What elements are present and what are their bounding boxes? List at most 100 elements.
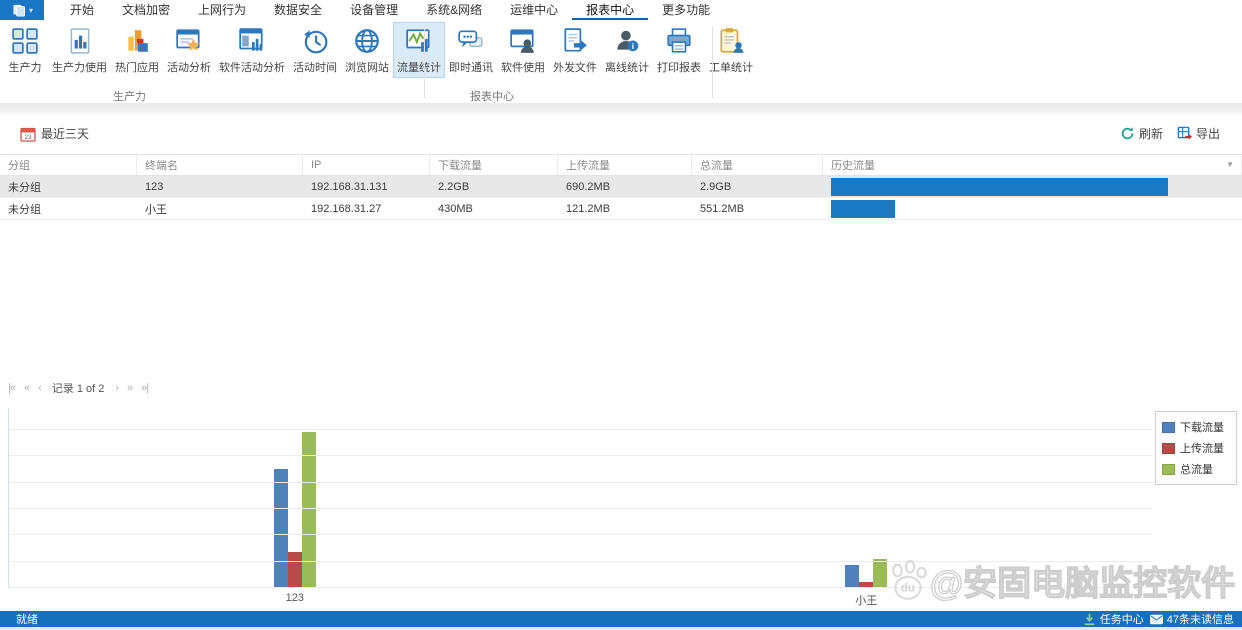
tab-system-network[interactable]: 系统&网络 <box>426 2 483 17</box>
ribbon-item-outgoing-files[interactable]: 外发文件 <box>549 22 601 78</box>
tab-start[interactable]: 开始 <box>70 2 95 17</box>
ribbon-item-productivity[interactable]: 生产力 <box>2 22 48 78</box>
ribbon-item-offline-stats[interactable]: i 离线统计 <box>601 22 653 78</box>
cell-group: 未分组 <box>8 203 41 216</box>
fast-next-page-button[interactable]: » <box>127 382 133 394</box>
date-filter-label: 最近三天 <box>41 127 90 141</box>
bottom-strip <box>0 627 1242 630</box>
legend-swatch-download <box>1162 421 1175 433</box>
history-bar <box>831 177 1169 196</box>
chart-bar-group <box>273 432 316 588</box>
chat-icon <box>456 26 486 56</box>
column-header-download[interactable]: 下载流量 <box>430 155 558 175</box>
chart-gridline <box>9 508 1152 509</box>
ribbon-item-instant-messaging[interactable]: 即时通讯 <box>445 22 497 78</box>
column-header-history[interactable]: 历史流量 <box>823 155 1242 175</box>
cell-group: 未分组 <box>8 181 41 194</box>
table-row[interactable]: 未分组 123 192.168.31.131 2.2GB 690.2MB 2.9… <box>0 176 1242 198</box>
chart-category-label: 小王 <box>855 595 878 607</box>
legend-entry-download: 下载流量 <box>1162 419 1230 435</box>
table-row[interactable]: 未分组 小王 192.168.31.27 430MB 121.2MB 551.2… <box>0 198 1242 220</box>
tab-ops-center[interactable]: 运维中心 <box>510 2 559 17</box>
table-header-row: 分组 终端名 IP 下载流量 上传流量 总流量 历史流量 ▼ <box>0 155 1242 176</box>
chart-gridline <box>9 587 1152 588</box>
ribbon-item-label: 活动时间 <box>293 62 337 74</box>
ribbon-item-traffic-stats[interactable]: 流量统计 <box>393 22 445 78</box>
unread-messages-button[interactable]: 47条未读信息 <box>1149 611 1234 627</box>
clock-history-icon <box>300 26 330 56</box>
chart-gridline <box>9 455 1152 456</box>
ribbon-item-label: 活动分析 <box>167 62 211 74</box>
first-page-button[interactable]: |« <box>8 382 16 394</box>
ribbon-separator <box>712 26 713 98</box>
record-count-label: 记录 1 of 2 <box>51 383 105 395</box>
ribbon-item-activity-time[interactable]: 活动时间 <box>289 22 341 78</box>
prev-page-button[interactable]: ‹ <box>38 382 42 394</box>
column-header-group[interactable]: 分组 <box>0 155 137 175</box>
ribbon-item-label: 外发文件 <box>553 62 597 74</box>
ribbon-item-software-activity-analysis[interactable]: 软件活动分析 <box>215 22 289 78</box>
traffic-chart-icon <box>404 26 434 56</box>
task-center-label: 任务中心 <box>1099 614 1144 626</box>
task-center-button[interactable]: 任务中心 <box>1083 611 1144 627</box>
tab-data-security[interactable]: 数据安全 <box>274 2 323 17</box>
status-bar: 就绪 任务中心 47条未读信息 <box>0 611 1242 627</box>
date-range-filter[interactable]: 23 最近三天 <box>20 125 89 142</box>
cell-ip: 192.168.31.131 <box>311 180 388 193</box>
tab-document-encryption[interactable]: 文档加密 <box>122 2 171 17</box>
column-header-ip[interactable]: IP <box>303 155 430 175</box>
column-menu-arrow-icon[interactable]: ▼ <box>1226 160 1234 169</box>
cell-total: 551.2MB <box>700 202 745 215</box>
cell-terminal: 小王 <box>145 203 167 216</box>
pagination-bar: |« « ‹ 记录 1 of 2 › » »| <box>0 378 1242 398</box>
grid-icon <box>10 26 40 56</box>
ribbon-item-software-usage[interactable]: 软件使用 <box>497 22 549 78</box>
refresh-button[interactable]: 刷新 <box>1120 125 1163 142</box>
refresh-icon <box>1121 127 1134 140</box>
ribbon-item-browse-websites[interactable]: 浏览网站 <box>341 22 393 78</box>
ribbon-item-hot-apps[interactable]: 热门应用 <box>111 22 163 78</box>
last-page-button[interactable]: »| <box>141 382 149 394</box>
document-chart-icon <box>65 26 95 56</box>
column-header-upload[interactable]: 上传流量 <box>558 155 692 175</box>
ribbon-item-label: 即时通讯 <box>449 62 493 74</box>
ribbon-item-label: 热门应用 <box>115 62 159 74</box>
fast-prev-page-button[interactable]: « <box>23 382 30 394</box>
chart-legend: 下载流量 上传流量 总流量 <box>1155 411 1237 485</box>
ribbon-group-productivity: 生产力 <box>113 91 146 103</box>
ribbon-item-activity-analysis[interactable]: 活动分析 <box>163 22 215 78</box>
file-export-icon <box>560 26 590 56</box>
window-user-icon <box>508 26 538 56</box>
tab-device-management[interactable]: 设备管理 <box>350 2 399 17</box>
ribbon-group-report-center: 报表中心 <box>470 91 514 103</box>
export-button[interactable]: 导出 <box>1177 125 1220 142</box>
traffic-table: 分组 终端名 IP 下载流量 上传流量 总流量 历史流量 ▼ 未分组 123 1… <box>0 154 1242 220</box>
chart-gridline <box>9 429 1152 430</box>
ribbon-item-work-order-stats[interactable]: 工单统计 <box>705 22 757 78</box>
printer-icon <box>664 26 694 56</box>
unread-messages-label: 47条未读信息 <box>1166 614 1234 626</box>
window-star-icon <box>174 26 204 56</box>
column-header-total[interactable]: 总流量 <box>692 155 823 175</box>
cell-download: 2.2GB <box>438 180 470 193</box>
legend-entry-total: 总流量 <box>1162 461 1230 477</box>
column-header-terminal[interactable]: 终端名 <box>137 155 303 175</box>
ribbon-item-label: 工单统计 <box>709 62 753 74</box>
chevron-down-icon: ▾ <box>28 5 33 15</box>
traffic-bar-chart: 123 小王 下载流量 上传流量 总流量 <box>0 398 1242 610</box>
tab-more-features[interactable]: 更多功能 <box>662 2 711 17</box>
calendar-icon: 23 <box>20 127 36 142</box>
ribbon: 生产力 生产力使用 热门应用 活动分析 软件活动分析 活动时间 浏览网站 流量 <box>0 20 1242 103</box>
menu-tabs: 开始 文档加密 上网行为 数据安全 设备管理 系统&网络 运维中心 报表中心 更… <box>56 0 724 20</box>
tab-report-center[interactable]: 报表中心 <box>572 0 649 20</box>
download-icon <box>1084 613 1094 625</box>
ribbon-item-print-reports[interactable]: 打印报表 <box>653 22 705 78</box>
app-menu-button[interactable]: ▾ <box>0 0 44 20</box>
ribbon-item-label: 软件活动分析 <box>219 62 285 74</box>
history-bar <box>831 199 895 218</box>
tab-internet-behavior[interactable]: 上网行为 <box>198 2 247 17</box>
export-label: 导出 <box>1195 127 1220 141</box>
ribbon-item-productivity-usage[interactable]: 生产力使用 <box>48 22 111 78</box>
export-icon <box>1177 126 1192 140</box>
next-page-button[interactable]: › <box>115 382 119 394</box>
